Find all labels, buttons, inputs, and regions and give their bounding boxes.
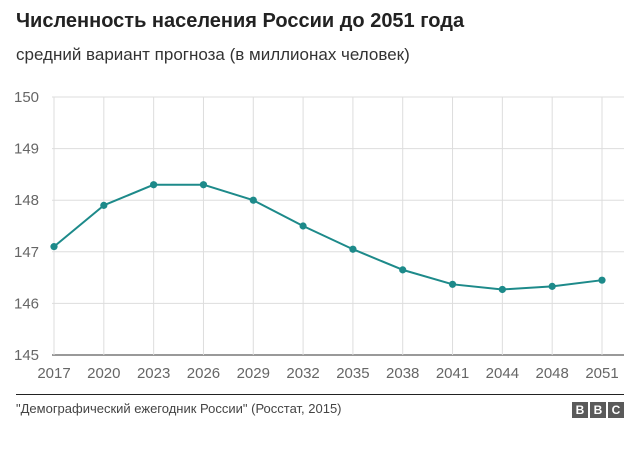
x-tick-label: 2038 — [386, 365, 419, 382]
x-tick-label: 2026 — [187, 365, 220, 382]
x-tick-label: 2029 — [237, 365, 270, 382]
y-tick-label: 150 — [14, 89, 39, 106]
x-tick-label: 2017 — [37, 365, 70, 382]
data-point — [199, 181, 208, 189]
y-tick-label: 145 — [14, 347, 39, 364]
data-point — [349, 245, 357, 253]
x-tick-label: 2048 — [535, 365, 568, 382]
bbc-logo: B B C — [572, 402, 624, 418]
logo-letter-3: C — [608, 402, 624, 418]
y-tick-label: 146 — [14, 295, 39, 312]
x-tick-label: 2041 — [436, 365, 469, 382]
chart-title: Численность населения России до 2051 год… — [16, 10, 465, 32]
footer-divider — [16, 394, 624, 395]
data-point — [299, 222, 307, 230]
data-point — [50, 243, 58, 251]
data-point — [399, 266, 407, 274]
x-tick-label: 2051 — [585, 365, 618, 382]
x-tick-label: 2020 — [87, 365, 120, 382]
x-tick-label: 2035 — [336, 365, 369, 382]
data-point — [249, 196, 257, 204]
data-point — [100, 201, 108, 209]
data-point — [150, 181, 158, 189]
chart-subtitle: средний вариант прогноза (в миллионах че… — [16, 45, 410, 64]
y-tick-label: 147 — [14, 244, 39, 261]
data-point — [498, 285, 506, 294]
series-line — [53, 183, 603, 291]
data-point — [598, 276, 606, 284]
data-point — [548, 282, 556, 290]
logo-letter-2: B — [590, 402, 606, 418]
x-tick-label: 2023 — [137, 365, 170, 382]
line-chart: 145 146 147 148 149 150 2017 2020 2023 2026 2029 20… — [14, 89, 624, 382]
x-tick-label: 2044 — [486, 365, 519, 382]
y-tick-label: 149 — [14, 141, 39, 158]
x-tick-label: 2032 — [286, 365, 319, 382]
y-tick-label: 148 — [14, 192, 39, 209]
logo-letter-1: B — [572, 402, 588, 418]
source-note: "Демографический ежегодник России" (Росс… — [16, 401, 342, 416]
data-point — [448, 280, 457, 288]
